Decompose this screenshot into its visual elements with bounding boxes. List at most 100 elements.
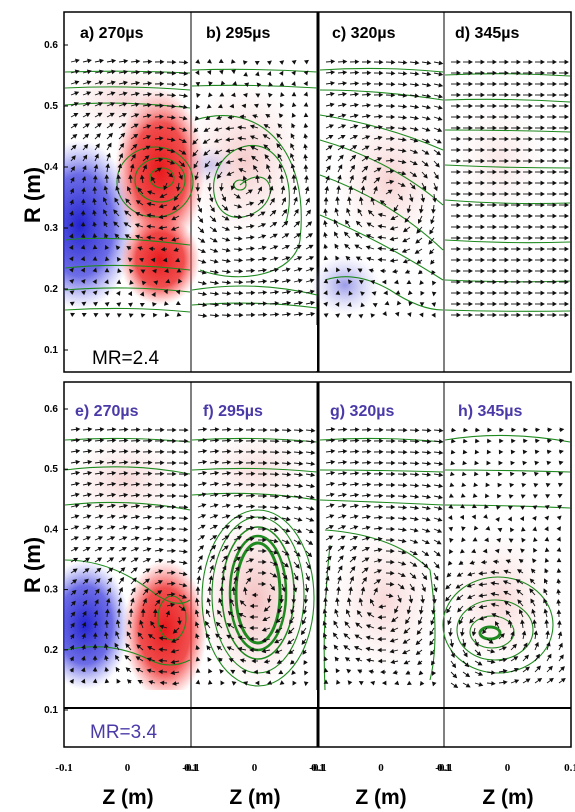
panel-c-arrow-head — [420, 290, 425, 296]
panel-d-arrow-head — [468, 169, 473, 175]
panel-e-arrow-head — [95, 578, 101, 583]
panel-b-arrow-head — [203, 127, 209, 132]
panel-d-arrow-head — [480, 103, 485, 109]
panel-b-arrow-head — [256, 82, 262, 88]
panel-a-arrow-head — [139, 291, 145, 297]
panel-d-arrow-head — [456, 268, 461, 274]
panel-d-arrow-head — [480, 235, 485, 241]
panel-a-arrow-head — [152, 312, 158, 318]
panel-c-arrow-head — [325, 175, 330, 181]
panel-b-arrow-head — [272, 233, 278, 238]
panel-c-arrow-head — [354, 70, 360, 76]
panel-a-arrow-head — [81, 187, 86, 192]
panel-e-arrow-head — [93, 620, 98, 626]
panel-a-arrow-head — [69, 210, 74, 216]
panel-d-arrow-head — [456, 257, 461, 263]
panel-h-arrow-head — [543, 588, 548, 594]
panel-h-arrow-head — [463, 427, 469, 433]
panel-d-arrow-head — [552, 125, 557, 131]
panel-e-arrow-head — [170, 670, 176, 676]
panel-b-arrow-head — [282, 208, 288, 214]
panel-e-arrow-head — [160, 438, 165, 444]
panel-c-arrow-head — [378, 81, 384, 87]
panel-d-arrow-head — [456, 136, 461, 142]
panel-a-arrow-head — [104, 233, 109, 239]
panel-b-arrow-head — [274, 290, 280, 295]
panel-g-arrow-head — [379, 438, 384, 444]
panel-c-arrow-head — [348, 185, 353, 191]
panel-c-arrow-head — [323, 313, 329, 318]
panel-d-arrow-head — [540, 114, 545, 120]
panel-a-arrow-head — [81, 176, 87, 181]
panel-f-arrow-head — [231, 681, 237, 686]
panel-b-arrow-head — [291, 81, 296, 87]
panel-c-arrow-head — [396, 300, 402, 306]
panel-f-arrow-head — [262, 526, 267, 532]
panel-b-arrow-head — [296, 233, 302, 238]
panel-d-arrow-head — [552, 70, 557, 76]
panel-b-arrow-head — [195, 59, 201, 64]
panel-g-arrow-head — [423, 563, 429, 569]
panel-g-arrow-head — [322, 620, 328, 626]
panel-c-arrow-head — [431, 270, 436, 276]
panel-h-arrow-head — [543, 608, 549, 614]
panel-e-arrow-head — [97, 546, 103, 552]
panel-h-arrow-head — [495, 516, 500, 522]
panel-d-arrow-head — [540, 70, 545, 76]
panel-a-arrow-head — [80, 210, 86, 215]
panel-e-arrow-head — [81, 655, 86, 661]
panel-a-arrow-head — [87, 58, 92, 64]
panel-d-arrow-head — [504, 202, 509, 208]
panel-c-arrow-head — [395, 290, 401, 295]
panel-a-arrow-head — [171, 237, 177, 242]
panel-a-arrow-head — [103, 185, 109, 191]
panel-c-arrow-head — [342, 81, 348, 86]
panel-g-arrow-head — [429, 630, 434, 636]
panel-b-arrow-head — [250, 268, 256, 274]
panel-c-arrow-head — [377, 157, 383, 162]
panel-b-arrow-head — [309, 256, 315, 261]
panel-g-arrow-head — [354, 492, 360, 498]
panel-a-arrow-head — [121, 112, 127, 118]
panel-b-arrow-head — [279, 102, 285, 108]
panel-f-arrow-head — [275, 449, 280, 455]
panel-g-arrow-head — [376, 579, 382, 584]
panel-d-arrow-head — [480, 268, 485, 274]
panel-title-h: h) 345µs — [458, 403, 522, 420]
panel-d-arrow-head — [516, 103, 521, 109]
panel-b-arrow-head — [207, 187, 213, 192]
panel-g-arrow-head — [364, 557, 370, 562]
panel-g-arrow-head — [426, 428, 432, 433]
panel-f-arrow-head — [262, 570, 267, 576]
panel-a-arrow-head — [82, 154, 88, 160]
panel-b-arrow-head — [216, 174, 222, 179]
panel-g-arrow-head — [330, 492, 335, 498]
panel-g-arrow-head — [437, 517, 443, 522]
panel-e-arrow-head — [159, 526, 165, 531]
panel-h-arrow-head — [532, 494, 538, 499]
panel-f-arrow-head — [211, 544, 217, 550]
panel-c-arrow-head — [323, 255, 329, 261]
panel-f-arrow-head — [262, 537, 267, 543]
panel-g-arrow-head — [390, 482, 396, 488]
panel-h-arrow-head — [469, 560, 475, 565]
panel-c-arrow-head — [436, 139, 442, 144]
panel-b-arrow-head — [279, 174, 285, 179]
panel-b-arrow-head — [214, 269, 219, 275]
panel-g-arrow-head — [390, 515, 396, 521]
panel-g-arrow-head — [412, 550, 418, 556]
panel-c-arrow-head — [353, 124, 359, 129]
panel-a-arrow-head — [126, 246, 132, 251]
panel-g-arrow-head — [367, 427, 372, 433]
panel-g-arrow-head — [397, 597, 402, 603]
panel-e-arrow-head — [86, 503, 92, 509]
panel-a-arrow-head — [113, 209, 118, 215]
panel-c-arrow-head — [429, 249, 434, 255]
panel-b-arrow-head — [276, 133, 282, 139]
panel-a-arrow-head — [81, 301, 87, 307]
panel-c-flux-line — [319, 174, 444, 251]
panel-a-arrow-head — [81, 312, 87, 318]
panel-e-arrow-head — [119, 576, 125, 582]
panel-d-arrow-head — [540, 312, 545, 318]
panel-b-arrow-head — [242, 175, 248, 181]
